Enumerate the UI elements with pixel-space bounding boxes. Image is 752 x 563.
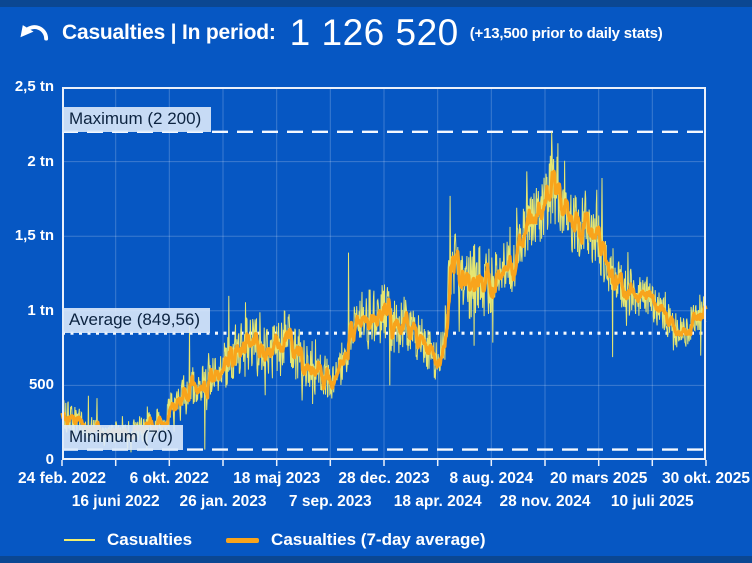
x-tick-label: 28 dec. 2023 — [338, 470, 430, 487]
x-tick-label: 18 apr. 2024 — [393, 493, 482, 510]
chart-header: Casualties | In period: 1 126 520 (+13,5… — [0, 7, 752, 59]
y-axis-labels: 0 500 1 tn 1,5 tn 2 tn 2,5 tn — [2, 78, 54, 468]
x-tick-label: 6 okt. 2022 — [129, 470, 209, 487]
x-tick-label: 24 feb. 2022 — [18, 470, 106, 487]
annotation-average-label: Average (849,56) — [62, 308, 211, 334]
legend-swatch-average-line — [226, 537, 260, 543]
casualties-chart — [60, 87, 708, 466]
legend-label-casualties-average: Casualties (7-day average) — [271, 530, 486, 549]
undo-arrow-icon — [20, 25, 49, 41]
x-tick-label: 16 juni 2022 — [71, 493, 160, 510]
x-tick-label: 26 jan. 2023 — [179, 493, 267, 510]
average-casualties-line — [60, 169, 708, 441]
total-count: 1 126 520 — [289, 12, 459, 53]
window-top-strip — [0, 0, 752, 7]
annotation-maximum-label: Maximum (2 200) — [62, 106, 212, 132]
y-tick-label: 2 tn — [27, 152, 54, 170]
plot-border — [62, 87, 706, 460]
back-button[interactable] — [15, 16, 53, 50]
legend-item-casualties-average[interactable]: Casualties (7-day average) — [226, 530, 486, 550]
y-tick-label: 2,5 tn — [14, 78, 54, 95]
y-tick-label: 500 — [28, 376, 54, 394]
legend-label-casualties: Casualties — [107, 530, 193, 549]
y-tick-label: 0 — [45, 451, 54, 468]
total-note: (+13,500 prior to daily stats) — [469, 24, 663, 42]
x-tick-label: 30 okt. 2025 — [662, 470, 750, 487]
legend-swatch-daily-line — [64, 539, 95, 541]
y-tick-label: 1 tn — [27, 301, 54, 319]
x-tick-label: 8 aug. 2024 — [449, 470, 534, 487]
legend: Casualties Casualties (7-day average) — [64, 530, 486, 550]
x-tick-label: 18 maj 2023 — [233, 470, 321, 487]
x-tick-label: 20 mars 2025 — [549, 470, 648, 487]
window-bottom-strip — [0, 556, 752, 563]
plot-area[interactable]: Maximum (2 200) Average (849,56) Minimum… — [60, 87, 708, 466]
x-axis-labels: 24 feb. 2022 16 juni 2022 6 okt. 2022 26 ja… — [18, 460, 750, 520]
annotation-minimum-label: Minimum (70) — [62, 424, 183, 450]
page-title: Casualties | In period: — [62, 21, 276, 44]
x-tick-label: 28 nov. 2024 — [499, 493, 591, 510]
y-tick-label: 1,5 tn — [14, 227, 54, 245]
x-tick-label: 7 sep. 2023 — [288, 493, 372, 510]
x-tick-label: 10 juli 2025 — [610, 493, 694, 510]
legend-item-casualties[interactable]: Casualties — [64, 530, 192, 550]
